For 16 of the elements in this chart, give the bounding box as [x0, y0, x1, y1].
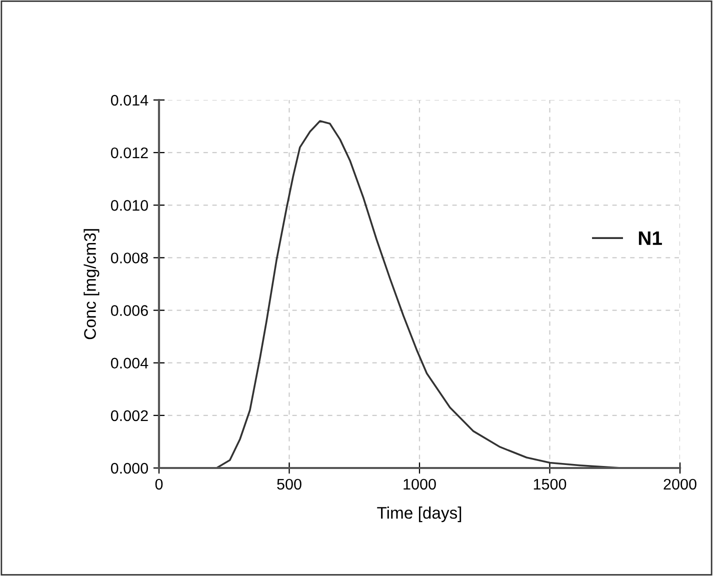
- y-tick-label: 0.004: [110, 358, 148, 369]
- y-tick-label: 0.006: [110, 305, 148, 316]
- x-tick-label: 1000: [404, 478, 436, 490]
- y-tick-label: 0.002: [110, 410, 148, 422]
- x-axis-title: Time [days]: [377, 506, 462, 522]
- y-tick-label: 0.008: [110, 252, 148, 264]
- x-tick-label: 2000: [664, 478, 696, 490]
- x-tick-label: 500: [277, 478, 302, 490]
- legend-label: N1: [638, 231, 662, 245]
- y-tick-label: 0.000: [110, 462, 148, 474]
- x-tick-label: 1500: [534, 478, 566, 490]
- y-tick-label: 0.010: [110, 200, 148, 211]
- y-tick-label: 0.014: [110, 94, 148, 106]
- y-axis-title: Conc [mg/cm3]: [84, 229, 100, 340]
- x-tick-label: 0: [155, 478, 163, 490]
- y-tick-label: 0.012: [110, 147, 148, 158]
